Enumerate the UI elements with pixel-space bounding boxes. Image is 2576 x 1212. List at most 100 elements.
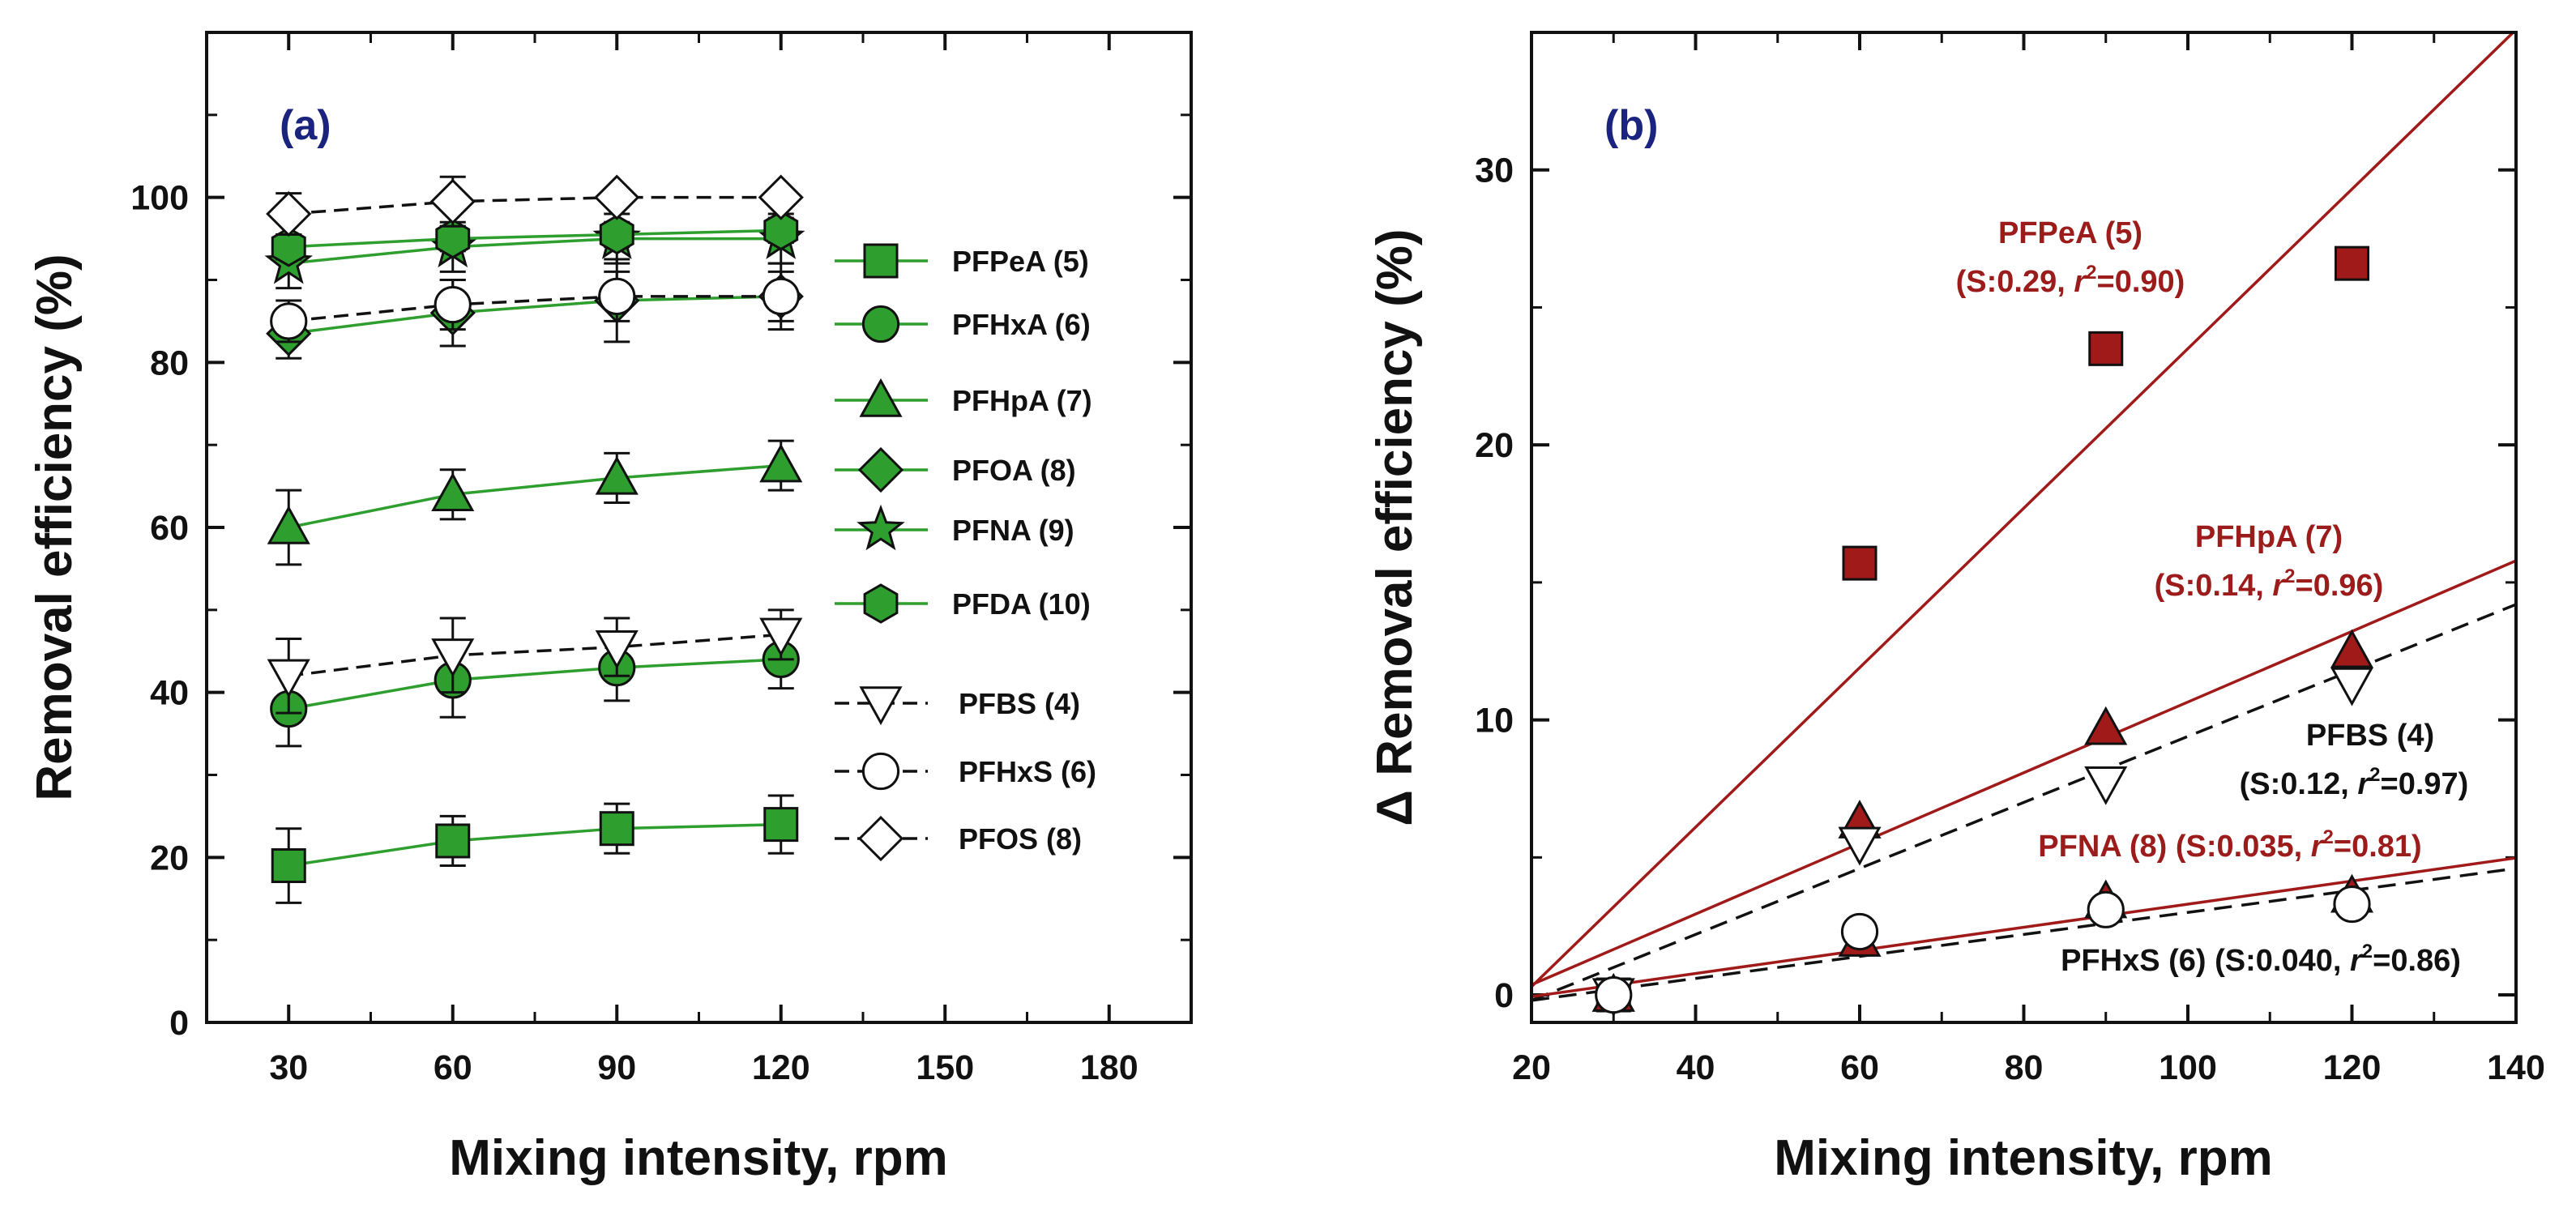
legend-marker	[861, 752, 900, 791]
legend-marker	[859, 686, 903, 726]
y-tick-label: 10	[1475, 702, 1514, 740]
panel-a-label: (a)	[280, 102, 331, 149]
series-line	[288, 295, 781, 335]
legend-label: PFOA (8)	[952, 454, 1076, 487]
data-point	[595, 455, 639, 495]
data-point	[2084, 706, 2128, 745]
series-line	[288, 463, 781, 529]
series-pfoa-8	[266, 258, 804, 360]
legend-item-pfda-10: PFDA (10)	[835, 583, 1091, 624]
data-point	[267, 659, 310, 698]
annotation-pfhpa-stats: (S:0.14, r2=0.96)	[2155, 565, 2384, 603]
x-tick-label: 180	[1080, 1048, 1138, 1087]
data-point	[2330, 667, 2374, 706]
series-pfos-8	[266, 174, 804, 237]
legend-item-pfna-9: PFNA (9)	[835, 504, 1074, 551]
data-point	[2088, 331, 2124, 366]
data-point	[1842, 545, 1878, 581]
x-tick-label: 150	[916, 1048, 974, 1087]
panel-b-y-axis-label: Δ Removal efficiency (%)	[1367, 228, 1423, 826]
series-line	[288, 295, 781, 323]
series-pfhxs-6	[1595, 885, 2371, 1014]
data-point	[599, 811, 634, 847]
panel-a: 30 60 90 120 150 180 0 20 40 60 80 100 (a) Mixing i…	[27, 31, 1193, 1186]
annotation-pfhpa-name: PFHpA (7)	[2195, 520, 2343, 554]
x-tick-label: 60	[1840, 1048, 1879, 1087]
data-point	[271, 848, 306, 884]
data-point	[2333, 885, 2371, 924]
y-tick-label: 0	[169, 1004, 189, 1043]
legend-label: PFPeA (5)	[952, 245, 1089, 278]
data-point	[431, 472, 475, 511]
data-point	[594, 174, 640, 220]
data-point	[598, 277, 636, 315]
fit-line-pfna-8	[1533, 856, 2514, 998]
legend-marker	[859, 378, 903, 417]
fit-line-pfhxs-6	[1533, 867, 2514, 1002]
fit-line-pfpea-5	[1533, 34, 2514, 988]
y-tick-label: 30	[1475, 152, 1514, 190]
legend-item-pfhpa-7: PFHpA (7)	[835, 378, 1092, 417]
series-pfda-10	[271, 210, 799, 267]
series-pfhxa-6	[270, 629, 800, 748]
legend-item-pfpea-5: PFPeA (5)	[835, 243, 1089, 279]
x-tick-label: 120	[2323, 1048, 2382, 1087]
data-point	[595, 629, 639, 669]
x-tick-label: 40	[1677, 1048, 1715, 1087]
legend-marker	[857, 504, 905, 551]
data-point	[1840, 912, 1879, 951]
series-line	[288, 195, 781, 216]
data-point	[759, 443, 803, 483]
legend-item-pfbs-4: PFBS (4)	[835, 686, 1080, 726]
series-line	[288, 658, 781, 711]
annotation-pfpea-stats: (S:0.29, r2=0.90)	[1956, 262, 2185, 299]
panel-a-x-axis-label: Mixing intensity, rpm	[449, 1130, 947, 1186]
data-point	[270, 302, 308, 340]
y-tick-label: 60	[150, 509, 189, 548]
legend-label: PFOS (8)	[959, 822, 1082, 856]
data-point	[435, 823, 471, 859]
legend-item-pfoa-8: PFOA (8)	[835, 446, 1076, 493]
legend-item-pfhxa-6: PFHxA (6)	[835, 305, 1091, 344]
legend-marker	[863, 243, 899, 279]
panel-a-y-axis-label: Removal efficiency (%)	[27, 254, 83, 800]
data-point	[1595, 975, 1633, 1014]
annotation-pfna: PFNA (8) (S:0.035, r2=0.81)	[2038, 826, 2421, 864]
panel-b-x-axis-label: Mixing intensity, rpm	[1774, 1130, 2272, 1186]
x-tick-label: 30	[269, 1048, 308, 1087]
legend-label: PFHpA (7)	[952, 384, 1092, 417]
x-tick-label: 80	[2005, 1048, 2044, 1087]
data-point	[762, 277, 800, 315]
data-point	[2087, 890, 2125, 928]
data-point	[599, 214, 634, 255]
x-tick-label: 60	[434, 1048, 472, 1087]
data-point	[266, 190, 312, 237]
legend-label: PFNA (9)	[952, 514, 1074, 547]
legend-label: PFDA (10)	[952, 587, 1091, 621]
panel-b-label: (b)	[1604, 102, 1658, 149]
series-line	[288, 822, 781, 868]
annotation-pfpea-name: PFPeA (5)	[1998, 216, 2142, 250]
legend-item-pfhxs-6: PFHxS (6)	[835, 752, 1096, 791]
legend-label: PFHxA (6)	[952, 308, 1091, 341]
annotation-pfbs-stats: (S:0.12, r2=0.97)	[2240, 764, 2469, 801]
x-tick-label: 100	[2159, 1048, 2217, 1087]
x-tick-label: 140	[2487, 1048, 2545, 1087]
legend-marker	[857, 815, 904, 862]
series-pfhpa-7	[267, 439, 803, 566]
data-point	[1838, 826, 1882, 866]
legend-marker	[861, 305, 900, 344]
series-line	[288, 237, 781, 265]
legend-marker	[857, 446, 904, 493]
y-tick-label: 100	[130, 179, 189, 218]
y-tick-label: 20	[150, 839, 189, 877]
series-pfpea-5	[271, 794, 799, 904]
annotation-pfbs-name: PFBS (4)	[2306, 719, 2434, 753]
data-point	[2084, 766, 2128, 805]
y-tick-label: 0	[1494, 976, 1514, 1015]
panel-a-plot-area	[264, 174, 805, 904]
y-tick-label: 20	[1475, 426, 1514, 465]
panel-b-plot-area	[1591, 245, 2374, 1018]
annotation-pfhxs: PFHxS (6) (S:0.040, r2=0.86)	[2061, 941, 2461, 978]
